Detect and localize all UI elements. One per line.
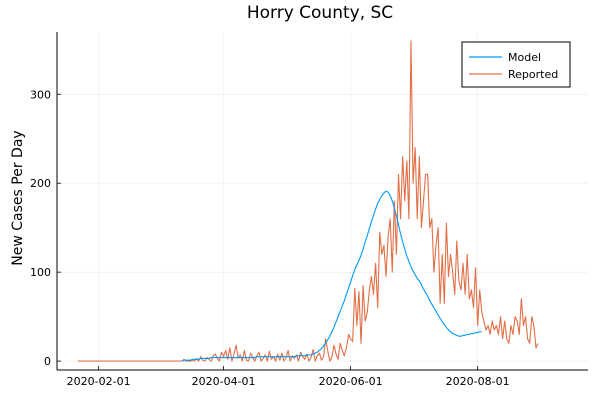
y-tick-label: 100 xyxy=(30,266,51,279)
legend: Model Reported xyxy=(461,41,571,88)
tick-labels: 2020-02-01 2020-04-01 2020-06-01 2020-08-01… xyxy=(30,88,510,388)
y-tick-label: 300 xyxy=(30,88,51,101)
legend-reported-label: Reported xyxy=(508,68,558,81)
y-tick-label: 200 xyxy=(30,177,51,190)
legend-box xyxy=(461,41,571,88)
x-tick-label: 2020-08-01 xyxy=(446,375,510,388)
y-axis-label: New Cases Per Day xyxy=(10,130,26,265)
y-tick-label: 0 xyxy=(44,355,51,368)
series-line-model xyxy=(181,190,482,362)
series-lines xyxy=(77,40,539,362)
x-tick-label: 2020-02-01 xyxy=(67,375,131,388)
axes xyxy=(56,32,588,371)
series-line-reported xyxy=(77,40,539,362)
chart-title: Horry County, SC xyxy=(247,3,393,23)
x-tick-label: 2020-06-01 xyxy=(319,375,383,388)
grid xyxy=(57,32,588,370)
x-tick-label: 2020-04-01 xyxy=(192,375,256,388)
legend-model-label: Model xyxy=(508,51,541,64)
